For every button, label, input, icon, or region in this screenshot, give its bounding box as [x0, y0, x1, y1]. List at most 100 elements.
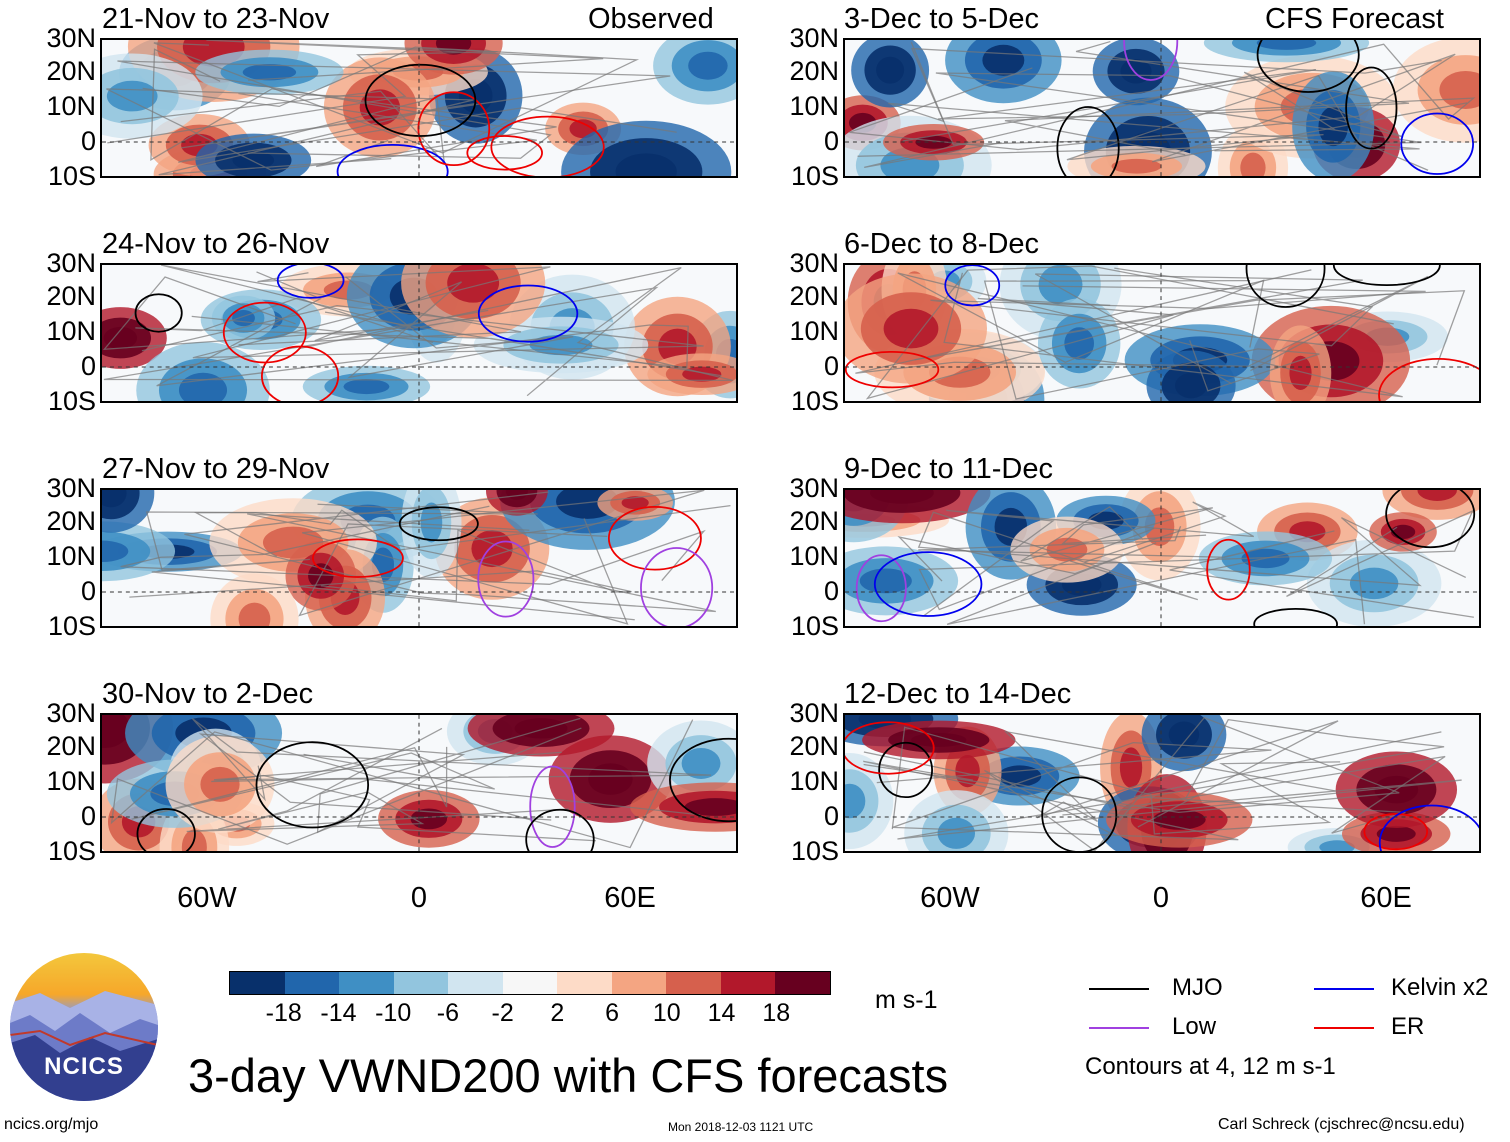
wave-contour [364, 63, 477, 137]
coastline [865, 265, 1394, 400]
wind-anomaly-blob [1064, 327, 1095, 360]
colorbar-tick-label: 18 [762, 999, 791, 1027]
wind-anomaly-blob [102, 490, 127, 508]
coastline [891, 726, 1341, 835]
panel-title: 27-Nov to 29-Nov [102, 453, 330, 485]
lat-label: 10S [790, 386, 839, 416]
colorbar-tick-label: 10 [652, 999, 681, 1027]
wind-anomaly-blob [1390, 524, 1416, 540]
coastline [863, 717, 1400, 851]
wind-anomaly-blob [232, 150, 275, 170]
panel-title: 12-Dec to 14-Dec [844, 678, 1072, 710]
lat-label: 0 [80, 576, 96, 606]
forecast-label: CFS Forecast [1265, 3, 1444, 35]
credit: Carl Schreck (cjschrec@ncsu.edu) [1218, 1116, 1465, 1133]
wind-anomaly-blob [106, 80, 158, 112]
lat-label: 0 [823, 576, 839, 606]
colorbar-swatch [611, 972, 667, 994]
wind-anomaly-blob [1349, 567, 1399, 600]
map-panel [843, 263, 1481, 403]
map-panel [100, 38, 738, 178]
panel-title: 6-Dec to 8-Dec [844, 228, 1040, 260]
coastline [103, 267, 733, 397]
logo-text: NCICS [44, 1053, 124, 1080]
ncics-logo: NCICS [10, 953, 158, 1101]
wind-anomaly-blob [859, 568, 912, 594]
coastline [855, 269, 1429, 374]
coastline [910, 41, 1429, 171]
wind-anomaly-blob [955, 755, 980, 788]
lat-label: 0 [80, 801, 96, 831]
coastline [107, 40, 604, 144]
coastline [897, 536, 1366, 625]
figure-title: 3-day VWND200 with CFS forecasts [188, 1049, 949, 1102]
wind-anomaly-blob [505, 490, 529, 500]
wave-contour [477, 540, 535, 618]
map-shading [102, 265, 736, 401]
wave-contour [873, 551, 983, 617]
coastline [145, 503, 635, 621]
wave-contour [1345, 66, 1398, 150]
wind-anomaly-blob [684, 798, 736, 816]
wind-anomaly-blob [688, 51, 728, 80]
wave-contour [1256, 40, 1360, 93]
legend-mjo-label: MJO [1172, 974, 1223, 1001]
wave-contour [1332, 265, 1441, 286]
coastline [1020, 506, 1213, 562]
wave-contour [261, 345, 340, 401]
wave-contour [640, 547, 714, 626]
wave-contour [398, 506, 479, 542]
contour-note: Contours at 4, 12 m s-1 [1085, 1053, 1336, 1080]
wind-anomaly-blob [1175, 373, 1208, 399]
colorbar-tick-label: 2 [550, 999, 565, 1027]
wind-anomaly-blob [1240, 152, 1266, 176]
wind-anomaly-blob [1168, 721, 1200, 748]
mountains-icon [10, 991, 158, 1101]
map-panel [843, 488, 1481, 628]
wave-contour [417, 91, 491, 167]
wind-anomaly-blob [1417, 490, 1457, 501]
lat-label: 10S [790, 836, 839, 866]
wind-anomaly-blob [420, 502, 443, 543]
map-shading [845, 490, 1479, 626]
lat-label: 10S [790, 161, 839, 191]
panel-title: 9-Dec to 11-Dec [844, 453, 1053, 485]
wave-contour [1041, 776, 1118, 851]
wind-anomaly-blob [447, 265, 500, 303]
wind-anomaly-blob [845, 783, 866, 819]
lat-label: 0 [80, 126, 96, 156]
coastline [863, 731, 1446, 834]
colorbar-swatch [448, 972, 503, 994]
wind-anomaly-blob [911, 733, 967, 747]
lat-label: 10N [46, 541, 96, 571]
lat-label: 10N [789, 766, 839, 796]
wind-anomaly-blob [883, 308, 939, 349]
wave-contour [1253, 607, 1338, 626]
panel-title: 3-Dec to 5-Dec [844, 3, 1040, 35]
lat-label: 30N [46, 698, 96, 728]
coastline [150, 48, 557, 168]
wave-contour [311, 538, 404, 578]
wave-contour [878, 741, 933, 799]
coastline [184, 491, 716, 613]
coastline [298, 490, 705, 625]
wind-anomaly-blob [870, 490, 934, 504]
map-shading [102, 490, 736, 626]
site-url[interactable]: ncics.org/mjo [4, 1116, 99, 1133]
wind-anomaly-blob [200, 766, 240, 802]
coastline [110, 719, 694, 849]
coastline [1003, 720, 1339, 828]
wave-contour [1363, 812, 1429, 851]
lat-label: 10S [47, 836, 96, 866]
coastline [917, 511, 1467, 601]
coastline [102, 265, 522, 351]
coastline [864, 43, 1476, 168]
lon-label: 60E [604, 882, 656, 914]
wind-anomaly-blob [1376, 825, 1416, 842]
lon-label: 60W [177, 882, 237, 914]
wave-contour [1400, 112, 1475, 175]
colorbar-tick-label: 14 [707, 999, 736, 1027]
map-shading [845, 715, 1479, 851]
legend-er-label: ER [1391, 1013, 1425, 1040]
lat-label: 0 [80, 351, 96, 381]
